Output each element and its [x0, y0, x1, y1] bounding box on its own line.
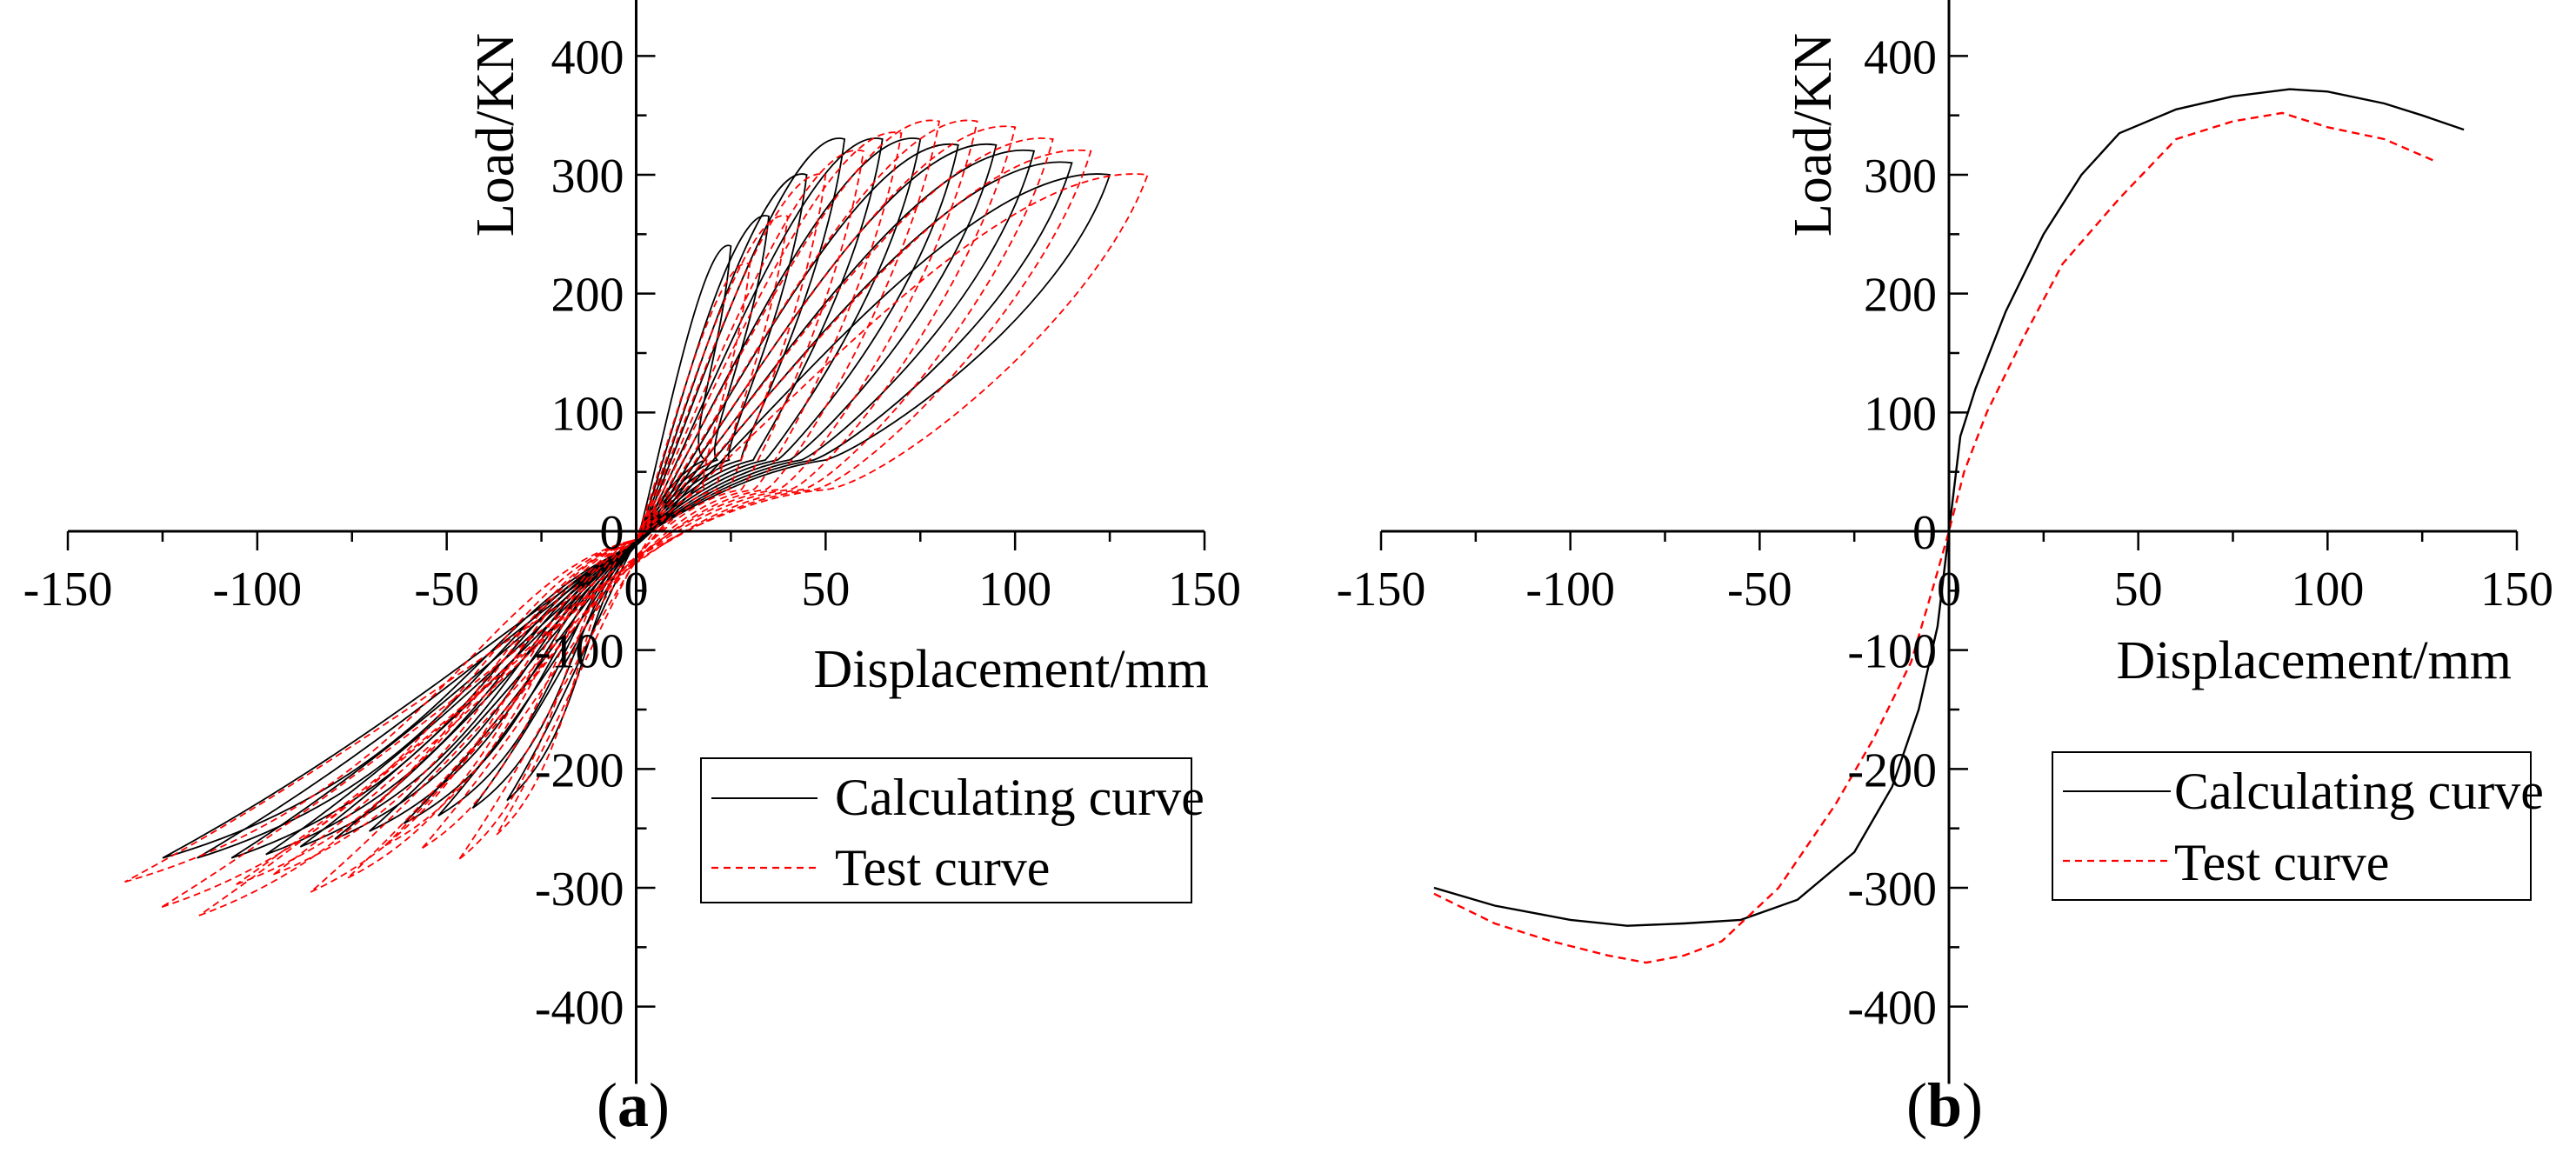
panel-a-legend-calculating-label: Calculating curve: [835, 769, 1205, 826]
calculating-curve-loop: [265, 143, 998, 856]
x-tick-label: -150: [1337, 563, 1426, 616]
panel-a-x-axis-title: Displacement/mm: [813, 640, 1209, 699]
x-tick-label: 100: [978, 563, 1051, 616]
panel-a-ticks: -150 -100 -50 0 50 100 150-400-300-200-1000100…: [23, 30, 1241, 1035]
y-tick-label: 300: [551, 150, 624, 203]
panel-a-chart: -150 -100 -50 0 50 100 150-400-300-200-1000100…: [23, 0, 1241, 1140]
x-tick-label: -50: [1727, 563, 1792, 616]
panel-b-y-axis-title: Load/KN: [1784, 33, 1843, 237]
y-tick-label: -200: [1847, 743, 1937, 797]
panel-b-ticks: -150 -100 -50 0 50 100 150-400-300-200-1000100…: [1337, 30, 2553, 1035]
calculating-curve-loop: [230, 149, 1036, 859]
y-tick-label: -400: [535, 982, 624, 1036]
x-tick-label: -100: [213, 563, 303, 616]
calculating-curve-loop: [471, 215, 770, 810]
x-tick-label: 50: [801, 563, 850, 616]
x-tick-label: 150: [1168, 563, 1241, 616]
panel-b-chart: -150 -100 -50 0 50 100 150-400-300-200-1000100…: [1337, 0, 2553, 1140]
panel-b-x-axis-title: Displacement/mm: [2116, 631, 2512, 690]
panel-a-legend-test-label: Test curve: [835, 839, 1050, 896]
panel-b-legend: Calculating curve Test curve: [2052, 751, 2544, 901]
panel-b-legend-box: [2052, 751, 2532, 901]
x-tick-label: 100: [2291, 563, 2364, 616]
y-tick-label: -400: [1847, 982, 1937, 1036]
panel-b-plot-area: [1433, 88, 2465, 964]
panel-a-plot-area: [123, 119, 1149, 916]
y-tick-label: 200: [1864, 269, 1937, 323]
y-tick-label: -300: [1847, 863, 1937, 916]
x-tick-label: 0: [1937, 563, 1961, 616]
y-tick-label: 100: [551, 387, 624, 441]
y-tick-label: -100: [1847, 625, 1937, 679]
test-curve-loop: [161, 149, 1092, 908]
y-tick-label: -100: [535, 625, 624, 679]
panel-b-legend-test-label: Test curve: [2174, 834, 2389, 891]
y-tick-label: 400: [551, 30, 624, 84]
test-curve-loop: [421, 173, 827, 850]
panel-a-label: (a): [597, 1070, 670, 1140]
x-tick-label: -50: [414, 563, 479, 616]
test-curve-loop: [236, 125, 1017, 885]
calculating-curve-line: [1433, 88, 2465, 927]
x-tick-label: 50: [2114, 563, 2163, 616]
y-tick-label: 200: [551, 269, 624, 323]
panel-a-y-axis-title: Load/KN: [466, 33, 525, 237]
y-tick-label: 400: [1864, 30, 1937, 84]
panel-b-label: (b): [1906, 1070, 1983, 1140]
y-tick-label: -300: [535, 863, 624, 916]
test-curve-line: [1433, 111, 2434, 964]
y-tick-label: -200: [535, 743, 624, 797]
test-curve-loop: [458, 215, 789, 860]
y-tick-label: 0: [600, 506, 624, 560]
x-tick-label: 0: [624, 563, 649, 616]
panel-a-legend-box: [700, 757, 1192, 903]
panel-b-legend-calculating-label: Calculating curve: [2174, 763, 2544, 820]
y-tick-label: 100: [1864, 387, 1937, 441]
calculating-curve-loop: [506, 244, 732, 802]
test-curve-loop: [198, 137, 1054, 916]
panel-a-legend: Calculating curve Test curve: [700, 757, 1205, 903]
x-tick-label: -100: [1525, 563, 1615, 616]
y-tick-label: 0: [1912, 506, 1937, 560]
y-tick-label: 300: [1864, 150, 1937, 203]
x-tick-label: 150: [2480, 563, 2553, 616]
x-tick-label: -150: [23, 563, 113, 616]
test-curve-loop: [347, 131, 903, 879]
